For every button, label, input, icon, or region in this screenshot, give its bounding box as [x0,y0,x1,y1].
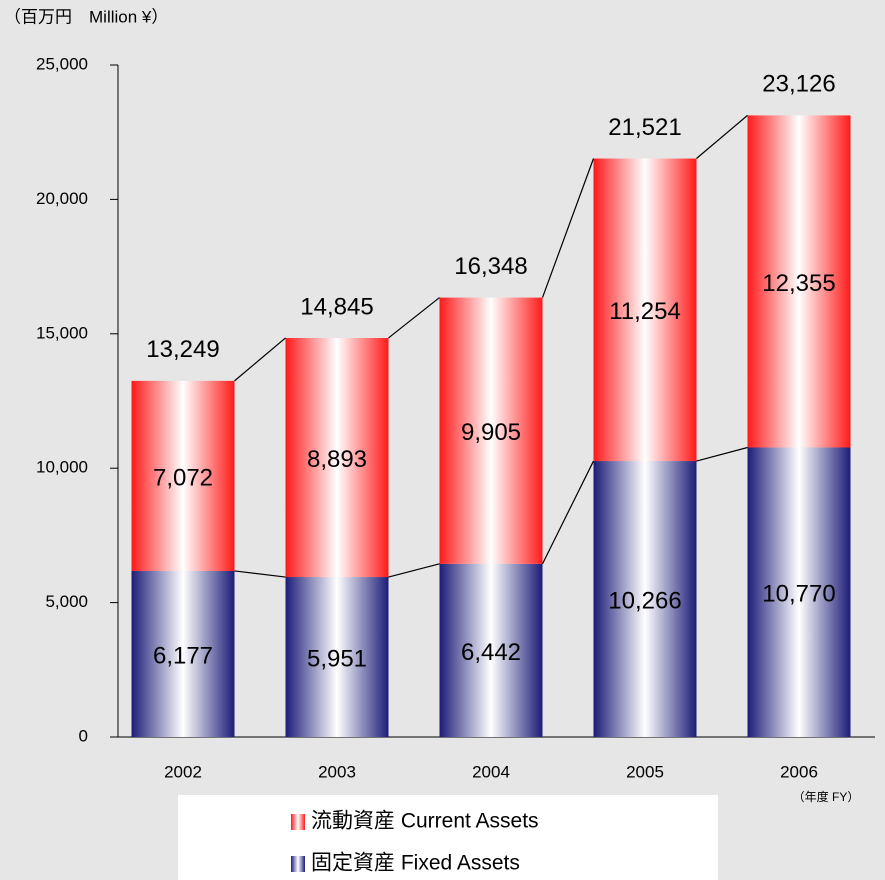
legend-label: 流動資産 Current Assets [311,810,539,833]
x-tick-label: 2005 [626,762,664,781]
total-connector [541,158,595,298]
legend [178,795,718,880]
bar-segment [285,577,389,737]
bar-segment [593,158,697,462]
x-tick-label: 2002 [164,762,202,781]
value-label: 7,072 [153,464,213,491]
value-label: 8,893 [307,446,367,473]
bar-segment [439,297,543,564]
legend-label: 固定資産 Fixed Assets [311,852,520,875]
y-tick-label: 10,000 [36,458,88,477]
value-label: 6,442 [461,639,521,666]
value-label: 5,951 [307,645,367,672]
bar-segment [593,461,697,737]
total-label: 16,348 [454,253,527,280]
legend-swatch [291,856,305,872]
bar-segment [285,337,389,578]
fixed-connector [696,446,748,462]
bar-segment [439,563,543,737]
value-label: 12,355 [762,270,835,297]
total-label: 13,249 [146,336,219,363]
x-tick-label: 2006 [780,762,818,781]
total-label: 23,126 [762,71,835,98]
y-tick-label: 0 [79,726,88,745]
bar-segment [747,115,851,448]
value-label: 10,266 [608,587,681,614]
legend-swatch [291,814,305,830]
total-connector [696,114,748,159]
y-tick-label: 20,000 [36,189,88,208]
bar-segment [131,380,235,571]
y-tick-label: 5,000 [45,592,88,611]
unit-label: （百万円 Million ¥） [4,7,168,26]
fixed-connector [234,570,286,578]
total-label: 14,845 [300,293,373,320]
bar-segment [131,570,235,737]
value-label: 10,770 [762,581,835,608]
x-unit-label: （年度 FY） [793,789,860,804]
x-tick-label: 2004 [472,762,510,781]
value-label: 11,254 [609,298,681,325]
x-tick-label: 2003 [318,762,356,781]
total-label: 21,521 [608,114,681,141]
y-tick-label: 25,000 [36,54,88,73]
total-connector [388,297,440,339]
value-label: 6,177 [153,642,213,669]
bar-segment [747,447,851,737]
total-connector [234,337,286,382]
fixed-connector [388,563,440,578]
value-label: 9,905 [461,419,521,446]
fixed-connector [541,460,595,565]
y-tick-label: 15,000 [36,323,88,342]
